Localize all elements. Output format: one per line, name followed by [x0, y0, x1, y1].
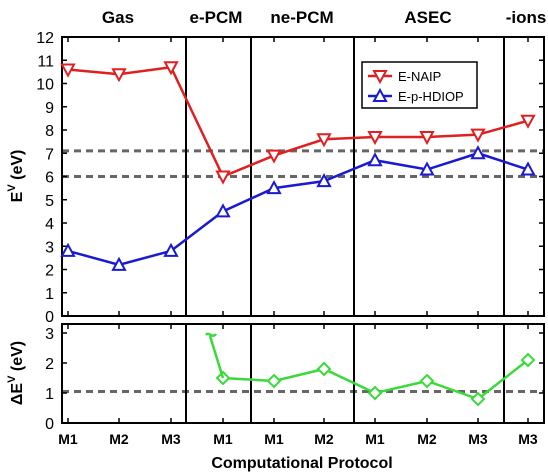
section-header: e-PCM — [190, 8, 243, 27]
x-tick-label: M2 — [417, 431, 437, 447]
data-point-marker — [316, 361, 332, 377]
data-point-marker — [470, 391, 486, 407]
y-tick-label: 1 — [45, 386, 54, 403]
x-tick-label: M3 — [161, 431, 181, 447]
y-tick-label: 12 — [36, 30, 54, 47]
bottom-panel-frame — [61, 323, 545, 424]
data-point-marker — [470, 128, 486, 143]
y-tick-label: 10 — [36, 77, 54, 94]
x-tick-label: M2 — [314, 431, 334, 447]
y-tick-label: 3 — [45, 239, 54, 256]
data-point-marker — [372, 87, 388, 102]
y-tick-label: 5 — [45, 193, 54, 210]
data-point-marker — [419, 130, 435, 146]
section-header: -ions — [506, 8, 547, 27]
section-headers: Gas e-PCM ne-PCM ASEC -ions — [102, 8, 546, 27]
y-tick-label: 2 — [45, 356, 54, 373]
y-tick-label: 7 — [45, 146, 54, 163]
x-tick-label: M1 — [264, 431, 284, 447]
series-start-curl — [205, 332, 217, 337]
data-point-marker — [163, 242, 179, 257]
y-tick-label: 9 — [45, 100, 54, 117]
data-point-marker — [419, 161, 435, 176]
y-tick-label: 1 — [45, 286, 54, 303]
data-point-marker — [215, 170, 231, 185]
bottom-y-axis-label: ΔEV (eV) — [6, 341, 26, 405]
data-point-marker — [163, 61, 179, 76]
y-axis-label-text: EV (eV) — [6, 150, 26, 203]
data-point-marker — [367, 130, 383, 146]
data-point-marker — [419, 373, 435, 389]
data-point-marker — [111, 68, 127, 83]
y-tick-label: 8 — [45, 123, 54, 140]
x-tick-label: M1 — [213, 431, 233, 447]
x-tick-label: M1 — [365, 431, 385, 447]
data-point-marker — [266, 180, 282, 195]
series-connector — [208, 335, 225, 379]
x-axis-label: Computational Protocol — [211, 455, 392, 472]
y-tick-label: 11 — [37, 53, 54, 70]
bottom-panel: 0 1 2 3 — [45, 323, 545, 433]
section-header: Gas — [102, 8, 134, 27]
data-point-marker — [60, 63, 76, 78]
data-point-marker — [367, 152, 383, 167]
series-line — [67, 65, 529, 179]
data-point-marker — [266, 373, 282, 389]
data-point-marker — [60, 242, 76, 257]
section-header: ne-PCM — [270, 8, 333, 27]
legend-label: E-NAIP — [398, 69, 441, 84]
y-tick-label: 0 — [45, 416, 54, 433]
data-point-marker — [372, 70, 388, 85]
data-point-marker — [316, 173, 332, 188]
y-tick-label: 0 — [45, 309, 54, 326]
series-line — [67, 151, 529, 267]
data-point-marker — [470, 145, 486, 160]
x-tick-label: M2 — [109, 431, 129, 447]
y-tick-label: 6 — [45, 170, 54, 187]
data-point-marker — [215, 203, 231, 218]
y-tick-label: 4 — [45, 216, 54, 233]
x-tick-labels: M1 M2 M3 M1 M1 M2 M1 M2 M3 M3 — [58, 431, 538, 447]
data-point-marker — [266, 149, 282, 164]
data-point-marker — [520, 114, 536, 129]
top-y-axis-label: EV (eV) — [6, 150, 26, 203]
y-tick-label: 2 — [45, 263, 54, 280]
legend-label: E-p-HDIOP — [398, 89, 464, 104]
data-point-marker — [367, 385, 383, 401]
data-point-marker — [520, 161, 536, 176]
data-point-marker — [111, 256, 127, 271]
section-header: ASEC — [404, 8, 451, 27]
x-tick-label: M3 — [518, 431, 538, 447]
x-tick-label: M1 — [58, 431, 78, 447]
legend: E-NAIP E-p-HDIOP — [361, 61, 478, 109]
data-point-marker — [316, 133, 332, 148]
y-axis-label-text: ΔEV (eV) — [6, 341, 26, 405]
x-tick-label: M3 — [468, 431, 488, 447]
y-tick-label: 3 — [45, 326, 54, 343]
data-point-marker — [520, 352, 536, 368]
